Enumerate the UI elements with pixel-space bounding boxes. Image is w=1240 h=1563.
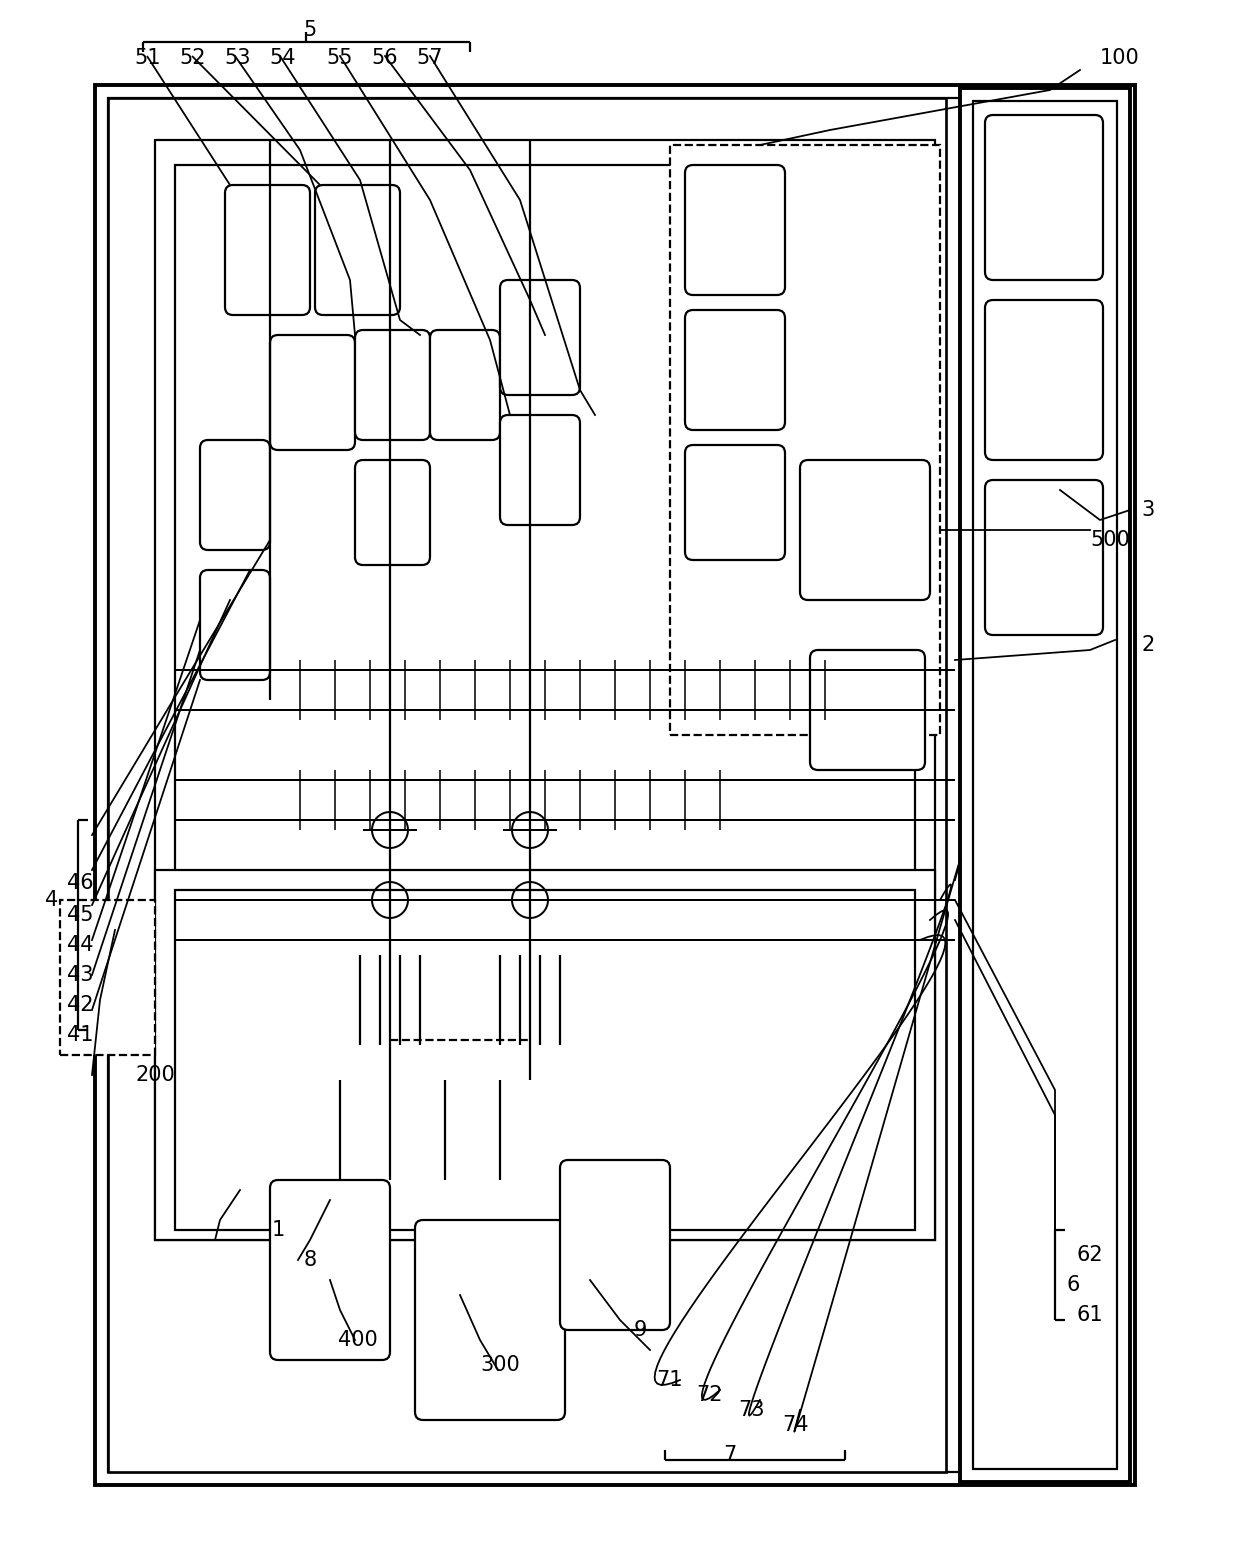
Text: 56: 56: [372, 48, 398, 69]
Bar: [960, 88, 1130, 1482]
Text: 46: 46: [67, 874, 93, 892]
FancyBboxPatch shape: [200, 570, 270, 680]
FancyBboxPatch shape: [200, 441, 270, 550]
Text: 2: 2: [1141, 635, 1154, 655]
Text: 300: 300: [480, 1355, 520, 1375]
Text: 53: 53: [224, 48, 252, 69]
Text: 55: 55: [327, 48, 353, 69]
Text: 74: 74: [781, 1415, 808, 1435]
Bar: [108, 98, 1122, 1472]
Text: 62: 62: [1076, 1246, 1104, 1264]
Text: 61: 61: [1076, 1305, 1104, 1325]
Bar: [973, 102, 1117, 1469]
Text: 6: 6: [1066, 1275, 1080, 1296]
Text: 200: 200: [135, 1064, 175, 1085]
Text: 54: 54: [270, 48, 296, 69]
Text: 73: 73: [739, 1400, 765, 1421]
FancyBboxPatch shape: [270, 334, 355, 450]
FancyBboxPatch shape: [985, 116, 1104, 280]
Text: 1: 1: [272, 1221, 285, 1239]
Bar: [95, 84, 1135, 1485]
FancyBboxPatch shape: [415, 1221, 565, 1421]
Bar: [60, 900, 155, 1055]
FancyBboxPatch shape: [684, 445, 785, 560]
FancyBboxPatch shape: [430, 330, 500, 441]
FancyBboxPatch shape: [355, 330, 430, 441]
Bar: [108, 98, 946, 1472]
Text: 44: 44: [67, 935, 93, 955]
FancyBboxPatch shape: [224, 184, 310, 316]
Text: 400: 400: [339, 1330, 378, 1350]
FancyBboxPatch shape: [560, 1160, 670, 1330]
FancyBboxPatch shape: [800, 460, 930, 600]
Bar: [175, 889, 915, 1230]
Text: 8: 8: [304, 1250, 316, 1271]
Text: 45: 45: [67, 905, 93, 925]
Text: 9: 9: [634, 1321, 647, 1339]
Text: 3: 3: [1141, 500, 1154, 520]
Text: 57: 57: [417, 48, 443, 69]
Bar: [175, 166, 915, 1225]
FancyBboxPatch shape: [985, 480, 1104, 635]
Text: 43: 43: [67, 964, 93, 985]
Text: 5: 5: [304, 20, 316, 41]
Text: 100: 100: [1100, 48, 1140, 69]
Bar: [155, 871, 935, 1239]
FancyBboxPatch shape: [500, 416, 580, 525]
Text: 51: 51: [135, 48, 161, 69]
Text: 71: 71: [657, 1371, 683, 1390]
Text: 72: 72: [697, 1385, 723, 1405]
Text: 42: 42: [67, 996, 93, 1014]
FancyBboxPatch shape: [500, 280, 580, 395]
Text: 4: 4: [46, 889, 58, 910]
Text: 500: 500: [1090, 530, 1130, 550]
FancyBboxPatch shape: [355, 460, 430, 564]
FancyBboxPatch shape: [270, 1180, 391, 1360]
FancyBboxPatch shape: [810, 650, 925, 771]
Text: 7: 7: [723, 1446, 737, 1465]
FancyBboxPatch shape: [315, 184, 401, 316]
FancyBboxPatch shape: [684, 166, 785, 295]
Text: 41: 41: [67, 1025, 93, 1046]
Text: 52: 52: [180, 48, 206, 69]
Bar: [670, 145, 940, 735]
FancyBboxPatch shape: [985, 300, 1104, 460]
FancyBboxPatch shape: [684, 309, 785, 430]
Bar: [155, 141, 935, 1239]
